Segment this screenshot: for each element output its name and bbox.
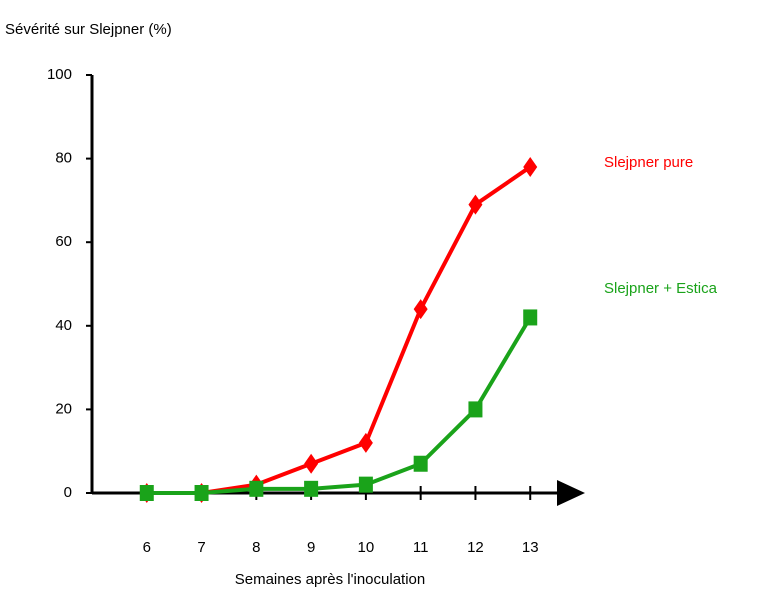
- y-tick-label: 100: [47, 66, 72, 83]
- marker: [413, 455, 428, 472]
- marker: [468, 194, 483, 215]
- y-tick-label: 0: [64, 484, 72, 501]
- marker: [304, 453, 319, 474]
- marker: [249, 480, 264, 497]
- series-line: [146, 165, 532, 495]
- y-tick-label: 20: [55, 400, 72, 417]
- x-tick-label: 8: [252, 539, 260, 556]
- marker: [194, 485, 209, 501]
- y-axis-label: Sévérité sur Slejpner (%): [5, 21, 172, 38]
- x-tick-label: 6: [143, 539, 151, 556]
- x-tick-label: 7: [197, 539, 205, 556]
- x-tick-label: 13: [522, 539, 539, 556]
- x-tick-label: 11: [413, 539, 429, 556]
- marker: [358, 432, 373, 453]
- marker: [523, 309, 538, 326]
- x-tick-label: 9: [307, 539, 315, 556]
- marker: [468, 401, 483, 418]
- x-axis-label: Semaines après l'inoculation: [235, 571, 425, 588]
- y-tick-label: 60: [55, 233, 72, 250]
- marker: [304, 480, 319, 497]
- x-tick-label: 12: [467, 539, 484, 556]
- y-tick-label: 40: [55, 317, 72, 334]
- legend-label: Slejpner + Estica: [604, 280, 718, 297]
- marker: [358, 476, 373, 493]
- marker: [413, 299, 428, 320]
- x-tick-label: 10: [358, 539, 375, 556]
- legend-label: Slejpner pure: [604, 154, 693, 171]
- marker: [139, 485, 154, 501]
- y-tick-label: 80: [55, 150, 72, 167]
- x-axis-arrow: [557, 480, 585, 506]
- marker: [523, 156, 538, 177]
- series-line: [146, 316, 532, 495]
